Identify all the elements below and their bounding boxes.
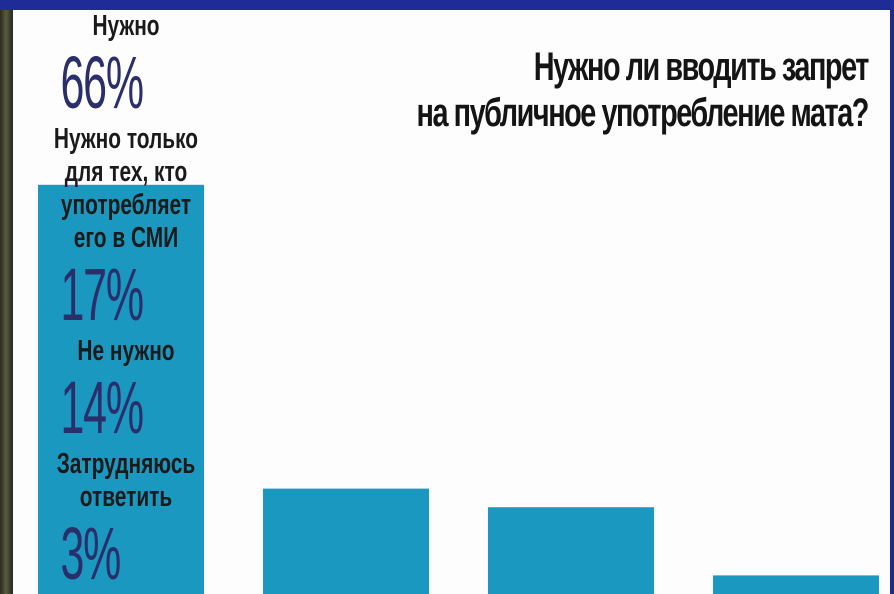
chart-title: Нужно ли вводить запрет на публичное упо…	[416, 45, 870, 135]
bar-label-group: Нужно 66%	[13, 10, 239, 123]
top-band	[0, 0, 894, 10]
bar-label-group: Затрудняюсь ответить 3%	[13, 448, 239, 594]
plot	[38, 184, 879, 594]
value-label: 14%	[60, 366, 144, 449]
bar	[488, 507, 654, 594]
value-label: 17%	[60, 253, 144, 336]
category-label: Нужно только для тех, кто употребляет ег…	[53, 123, 199, 254]
bar-label-group: Не нужно 14%	[13, 335, 239, 448]
bar	[713, 575, 879, 594]
bar	[263, 488, 429, 594]
value-label: 3%	[60, 512, 121, 594]
category-label: Нужно	[92, 10, 160, 42]
category-label: Не нужно	[77, 335, 175, 367]
chart: Нужно ли вводить запрет на публичное упо…	[13, 10, 890, 594]
bar	[38, 184, 204, 594]
bar-label-group: Нужно только для тех, кто употребляет ег…	[13, 123, 239, 335]
category-label: Затрудняюсь ответить	[56, 448, 196, 513]
value-label: 66%	[60, 41, 144, 124]
